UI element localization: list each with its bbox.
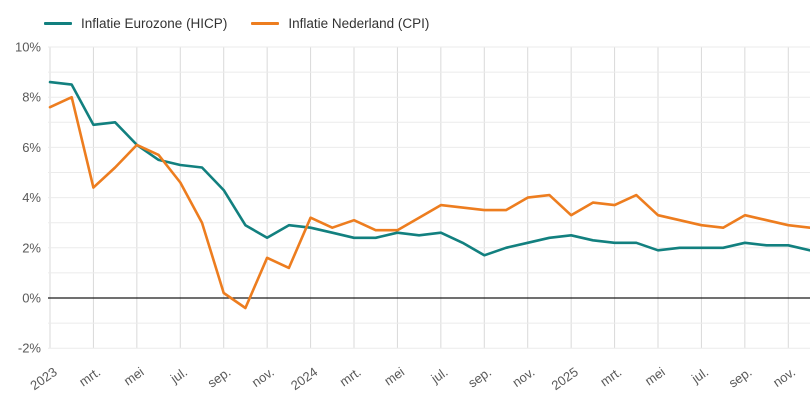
x-axis-label: nov. <box>770 364 798 390</box>
y-axis-label: 0% <box>22 291 41 306</box>
x-axis-label: 2024 <box>288 364 320 393</box>
x-axis-label: nov. <box>509 364 537 390</box>
x-axis-label: mei <box>121 364 147 388</box>
legend-label-nederland: Inflatie Nederland (CPI) <box>288 15 430 31</box>
legend-item-nederland: Inflatie Nederland (CPI) <box>251 16 429 31</box>
x-axis-label: jul. <box>428 364 451 386</box>
x-axis-label: 2025 <box>549 364 581 393</box>
nederland-line-swatch <box>251 21 280 25</box>
x-axis-label: 2023 <box>27 364 59 393</box>
x-axis-label: mrt. <box>337 364 364 389</box>
y-axis-label: 4% <box>22 190 41 205</box>
legend-label-eurozone: Inflatie Eurozone (HICP) <box>81 15 228 31</box>
series-line-nederland <box>48 95 810 310</box>
x-axis-label: nov. <box>249 364 277 390</box>
y-axis-label: 6% <box>22 140 41 155</box>
legend-item-eurozone: Inflatie Eurozone (HICP) <box>44 16 227 31</box>
eurozone-line-swatch <box>44 21 72 25</box>
y-axis-label: -2% <box>18 341 42 356</box>
x-axis-label: sep. <box>205 364 234 390</box>
y-axis-label: 2% <box>22 240 41 255</box>
x-axis-label: mrt. <box>597 364 624 389</box>
y-axis-label: 10% <box>15 40 41 55</box>
x-axis-label: mei <box>642 364 668 388</box>
legend: Inflatie Eurozone (HICP) Inflatie Nederl… <box>44 13 429 33</box>
y-axis-label: 8% <box>22 90 41 105</box>
x-axis-label: sep. <box>726 364 755 390</box>
x-axis-label: jul. <box>167 364 190 386</box>
x-axis-label: mei <box>381 364 407 388</box>
series-line-eurozone <box>48 80 810 257</box>
x-axis-label: mrt. <box>76 364 103 389</box>
x-axis-label: jul. <box>688 364 711 386</box>
x-axis-label: sep. <box>465 364 494 390</box>
